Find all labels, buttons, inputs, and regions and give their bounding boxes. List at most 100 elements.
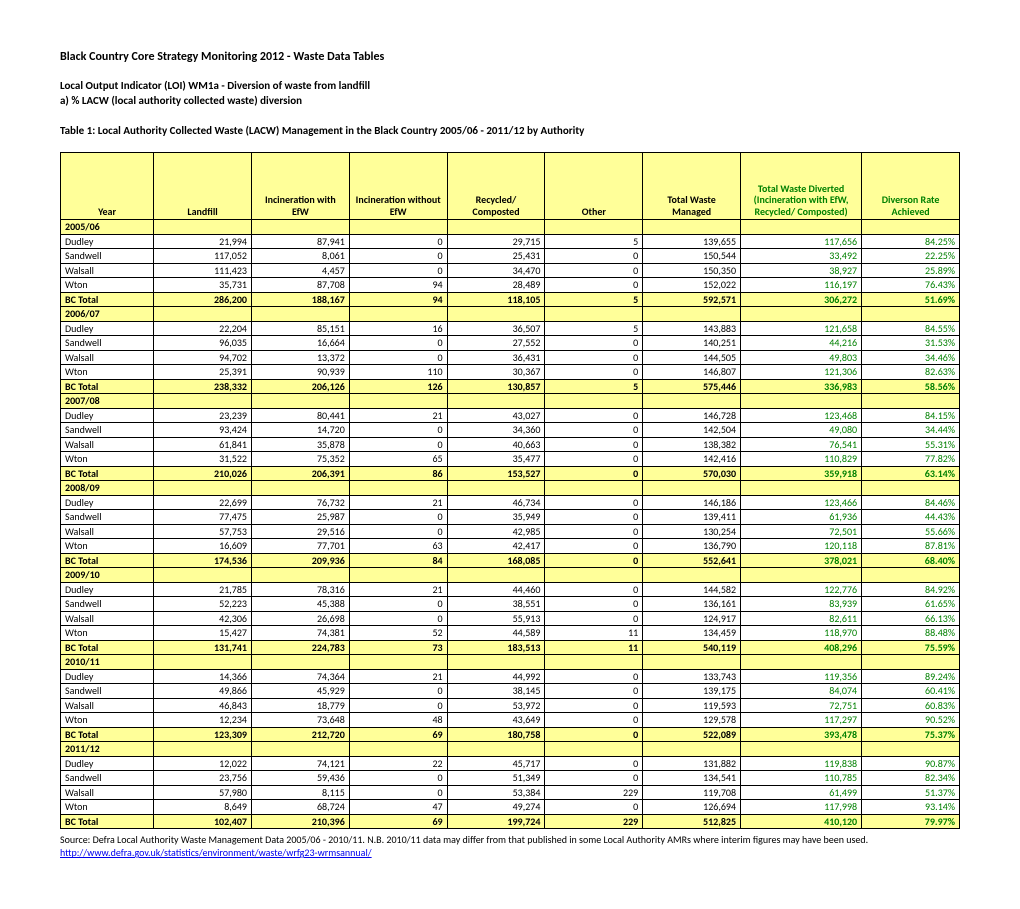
column-header: Recycled/ Composted <box>447 153 545 220</box>
table-cell: 44,460 <box>447 582 545 597</box>
table-cell: 75,352 <box>251 452 349 467</box>
table-cell: 126,694 <box>643 800 741 815</box>
table-cell: 212,720 <box>251 727 349 742</box>
table-cell: 73,648 <box>251 713 349 728</box>
table-cell: 123,466 <box>741 495 862 510</box>
table-cell: 123,309 <box>154 727 252 742</box>
table-cell <box>251 394 349 409</box>
table-cell: 0 <box>349 234 447 249</box>
table-cell: 131,741 <box>154 640 252 655</box>
table-cell: 49,803 <box>741 350 862 365</box>
table-cell: 84.92% <box>862 582 960 597</box>
table-cell: Walsall <box>61 263 154 278</box>
section-year: 2005/06 <box>61 220 154 235</box>
table-cell: 570,030 <box>643 466 741 481</box>
table-cell: 76,732 <box>251 495 349 510</box>
table-cell: 130,254 <box>643 524 741 539</box>
table-row: Walsall94,70213,372036,4310144,50549,803… <box>61 350 960 365</box>
table-cell: 21,785 <box>154 582 252 597</box>
table-row: Dudley21,99487,941029,7155139,655117,656… <box>61 234 960 249</box>
table-cell: 31.53% <box>862 336 960 351</box>
table-title: Table 1: Local Authority Collected Waste… <box>60 123 960 138</box>
table-cell <box>349 394 447 409</box>
table-cell <box>643 568 741 583</box>
table-cell: 55.31% <box>862 437 960 452</box>
table-cell: 84.55% <box>862 321 960 336</box>
table-cell: 33,492 <box>741 249 862 264</box>
table-cell <box>154 394 252 409</box>
table-cell: 21 <box>349 669 447 684</box>
table-cell: 143,883 <box>643 321 741 336</box>
table-cell: 0 <box>545 495 643 510</box>
table-cell: 0 <box>545 510 643 525</box>
table-cell <box>545 394 643 409</box>
table-row: Walsall42,30626,698055,9130124,91782,611… <box>61 611 960 626</box>
table-row: Sandwell23,75659,436051,3490134,541110,7… <box>61 771 960 786</box>
table-cell: 76.43% <box>862 278 960 293</box>
table-row: Dudley23,23980,4412143,0270146,728123,46… <box>61 408 960 423</box>
table-cell: 59,436 <box>251 771 349 786</box>
table-cell: 93.14% <box>862 800 960 815</box>
table-cell: 21 <box>349 408 447 423</box>
table-cell: 77.82% <box>862 452 960 467</box>
table-cell: 76,541 <box>741 437 862 452</box>
table-cell: 90.87% <box>862 756 960 771</box>
table-row: Walsall57,75329,516042,9850130,25472,501… <box>61 524 960 539</box>
table-cell: 73 <box>349 640 447 655</box>
table-cell: 210,396 <box>251 814 349 829</box>
table-row: Wton12,23473,6484843,6490129,578117,2979… <box>61 713 960 728</box>
table-row: Walsall61,84135,878040,6630138,38276,541… <box>61 437 960 452</box>
table-cell: 119,593 <box>643 698 741 713</box>
table-cell: 69 <box>349 727 447 742</box>
table-cell: 75.59% <box>862 640 960 655</box>
table-row: Dudley22,20485,1511636,5075143,883121,65… <box>61 321 960 336</box>
table-cell: 53,384 <box>447 785 545 800</box>
table-cell: 592,571 <box>643 292 741 307</box>
table-cell: 58.56% <box>862 379 960 394</box>
table-cell <box>741 742 862 757</box>
table-cell: 117,052 <box>154 249 252 264</box>
total-row: BC Total238,332206,126126130,8575575,446… <box>61 379 960 394</box>
table-cell: 49,866 <box>154 684 252 699</box>
table-cell: Walsall <box>61 524 154 539</box>
subtitle-1: Local Output Indicator (LOI) WM1a - Dive… <box>60 78 960 93</box>
table-cell: 134,541 <box>643 771 741 786</box>
table-cell: 45,929 <box>251 684 349 699</box>
table-cell: 38,927 <box>741 263 862 278</box>
table-cell: 90.52% <box>862 713 960 728</box>
table-cell: 16,664 <box>251 336 349 351</box>
table-cell: 206,126 <box>251 379 349 394</box>
table-cell: Dudley <box>61 321 154 336</box>
table-cell: 0 <box>349 611 447 626</box>
table-cell <box>447 481 545 496</box>
table-cell: 45,388 <box>251 597 349 612</box>
table-cell: 110,785 <box>741 771 862 786</box>
table-row: Dudley21,78578,3162144,4600144,582122,77… <box>61 582 960 597</box>
table-cell: 139,655 <box>643 234 741 249</box>
table-cell: 82,611 <box>741 611 862 626</box>
table-cell <box>545 220 643 235</box>
section-year: 2009/10 <box>61 568 154 583</box>
table-cell: 359,918 <box>741 466 862 481</box>
table-cell: 0 <box>349 350 447 365</box>
table-cell: 84.25% <box>862 234 960 249</box>
table-cell: Wton <box>61 626 154 641</box>
table-cell: 139,411 <box>643 510 741 525</box>
table-cell <box>154 220 252 235</box>
page-title: Black Country Core Strategy Monitoring 2… <box>60 50 960 64</box>
source-link[interactable]: http://www.defra.gov.uk/statistics/envir… <box>60 846 372 859</box>
table-cell: 174,536 <box>154 553 252 568</box>
table-cell: Wton <box>61 365 154 380</box>
table-cell: 63.14% <box>862 466 960 481</box>
table-cell: 168,085 <box>447 553 545 568</box>
table-cell: 74,364 <box>251 669 349 684</box>
table-cell: 117,998 <box>741 800 862 815</box>
table-cell: 65 <box>349 452 447 467</box>
table-cell: 0 <box>545 452 643 467</box>
table-cell: BC Total <box>61 379 154 394</box>
table-cell: 0 <box>349 684 447 699</box>
table-cell: 94,702 <box>154 350 252 365</box>
table-cell: 34,360 <box>447 423 545 438</box>
table-cell: 46,734 <box>447 495 545 510</box>
table-cell: 63 <box>349 539 447 554</box>
